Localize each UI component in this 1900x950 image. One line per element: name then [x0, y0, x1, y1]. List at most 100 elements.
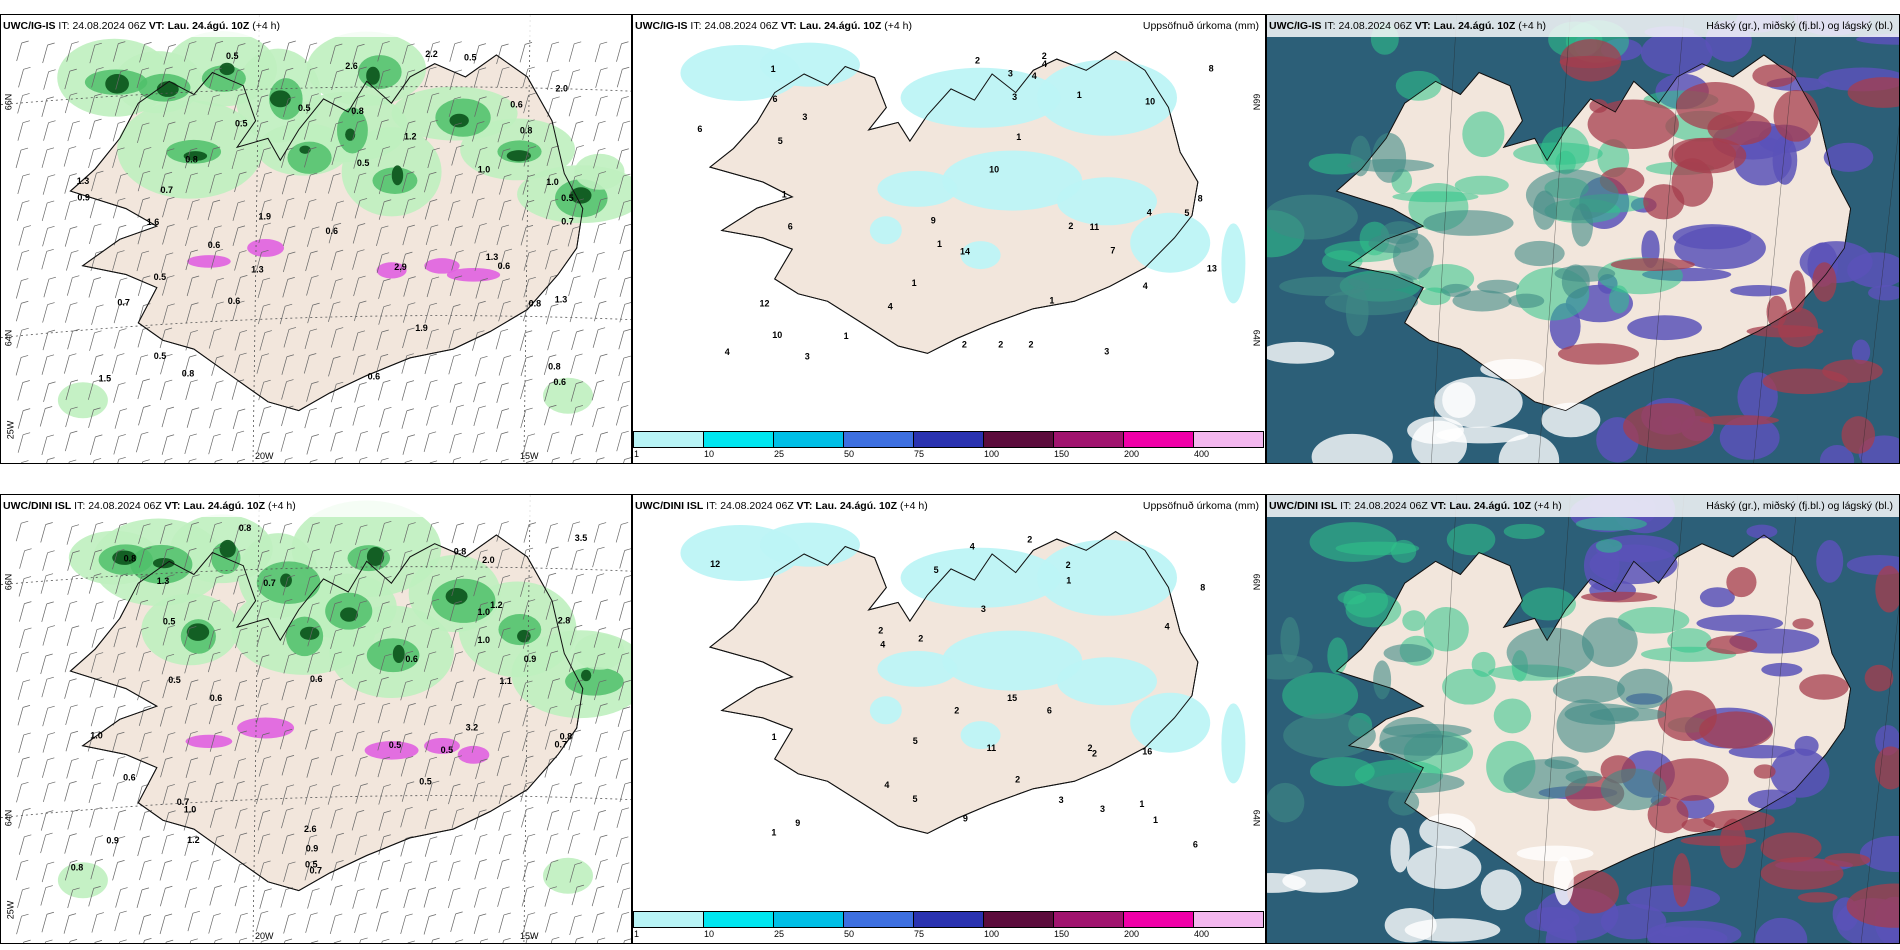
wind-barb	[498, 600, 512, 622]
value-label: 1.0	[478, 164, 491, 174]
cloud-area	[1390, 827, 1410, 873]
wind-barb	[235, 651, 249, 673]
colorbar-tick-label: 25	[774, 449, 785, 459]
value-label: 2.9	[394, 262, 407, 272]
wind-barb	[161, 148, 175, 169]
precip-area	[219, 539, 236, 558]
wind-barb	[43, 276, 56, 298]
cloud-area	[1581, 591, 1658, 603]
wind-barb	[18, 808, 31, 829]
precip-area	[340, 607, 358, 622]
wind-barb	[234, 171, 247, 193]
wind-barb	[378, 549, 392, 570]
wind-barb	[64, 68, 77, 90]
cloud-area	[1772, 135, 1798, 185]
cloud-area	[1696, 614, 1784, 632]
wind-barb	[114, 95, 128, 116]
wind-barb	[452, 457, 462, 463]
wind-barb	[136, 627, 149, 648]
wind-barb	[400, 836, 413, 857]
wind-barb	[136, 431, 149, 453]
wind-barb	[183, 810, 197, 831]
cloud-area	[1571, 203, 1594, 247]
wind-barb	[281, 197, 295, 219]
value-label: 1.2	[404, 131, 417, 141]
wind-barb	[19, 601, 32, 622]
value-label: 2	[1042, 51, 1047, 61]
value-label: 1	[1139, 799, 1144, 809]
wind-barb	[279, 303, 293, 325]
wind-barb	[184, 703, 198, 724]
wind-barb	[400, 650, 414, 672]
value-label: 0.7	[263, 578, 276, 588]
wind-barb	[234, 330, 248, 351]
wind-barb	[593, 627, 607, 648]
wind-barb	[449, 432, 462, 454]
wind-barb	[114, 522, 127, 544]
wind-barb	[431, 937, 440, 943]
wind-barb	[162, 574, 175, 595]
heavy-precip-area	[237, 717, 295, 739]
wind-barb	[259, 199, 272, 220]
wind-barb	[474, 223, 487, 244]
wind-barb	[424, 171, 437, 193]
wind-barb	[352, 702, 366, 724]
wind-barb	[258, 379, 271, 401]
value-label: 1	[844, 331, 849, 341]
wind-barb	[451, 680, 464, 701]
wind-barb	[593, 810, 606, 831]
wind-barb	[399, 861, 413, 882]
wind-barb	[619, 575, 631, 596]
wind-barb	[473, 887, 487, 908]
value-label: 0.8	[239, 523, 252, 533]
wind-barb	[16, 327, 29, 349]
colorbar-swatch	[703, 431, 774, 448]
value-label: 0.9	[106, 836, 119, 846]
wind-barb	[400, 756, 414, 777]
wind-barb	[39, 406, 53, 427]
wind-barb	[354, 679, 367, 701]
colorbar-swatch	[1053, 911, 1124, 928]
wind-barb	[162, 275, 175, 296]
cloud-area	[1747, 789, 1797, 810]
wind-barb	[113, 705, 126, 726]
wind-barb	[90, 858, 103, 880]
cloud-area	[1699, 587, 1735, 608]
wind-barb	[594, 756, 608, 777]
wind-barb	[17, 679, 31, 700]
wind-barb	[472, 121, 485, 142]
wind-barb	[352, 730, 365, 752]
wind-barb	[545, 859, 559, 881]
wind-barb	[376, 676, 389, 698]
wind-barb	[522, 599, 536, 620]
cloud-area	[1617, 606, 1690, 634]
wind-barb	[616, 862, 630, 883]
wind-barb	[448, 783, 461, 805]
wind-barb	[520, 355, 534, 377]
wind-barb	[279, 599, 293, 620]
cloud-area	[1609, 285, 1630, 314]
wind-barb	[496, 408, 510, 429]
wind-barb	[472, 781, 486, 802]
wind-barb	[259, 574, 272, 596]
colorbar-tick-label: 150	[1054, 449, 1070, 459]
wind-barb	[618, 600, 631, 621]
wind-barb	[143, 938, 152, 943]
wind-barb	[496, 382, 509, 403]
wind-barb	[423, 704, 437, 726]
wind-barb	[328, 356, 341, 377]
wind-barb	[113, 677, 126, 698]
wind-barb	[305, 67, 318, 88]
wind-barb	[161, 653, 175, 675]
wind-barb	[352, 43, 365, 65]
wind-barb	[138, 147, 152, 168]
axis-label-66n: 66N	[3, 573, 14, 591]
wind-barb	[42, 302, 55, 323]
wind-barb	[616, 430, 629, 452]
wind-barb	[19, 548, 32, 569]
wind-barb	[307, 602, 320, 623]
wind-barb	[475, 278, 488, 299]
wind-barb	[426, 780, 440, 802]
wind-barb	[570, 405, 584, 426]
wind-barb	[358, 456, 368, 463]
